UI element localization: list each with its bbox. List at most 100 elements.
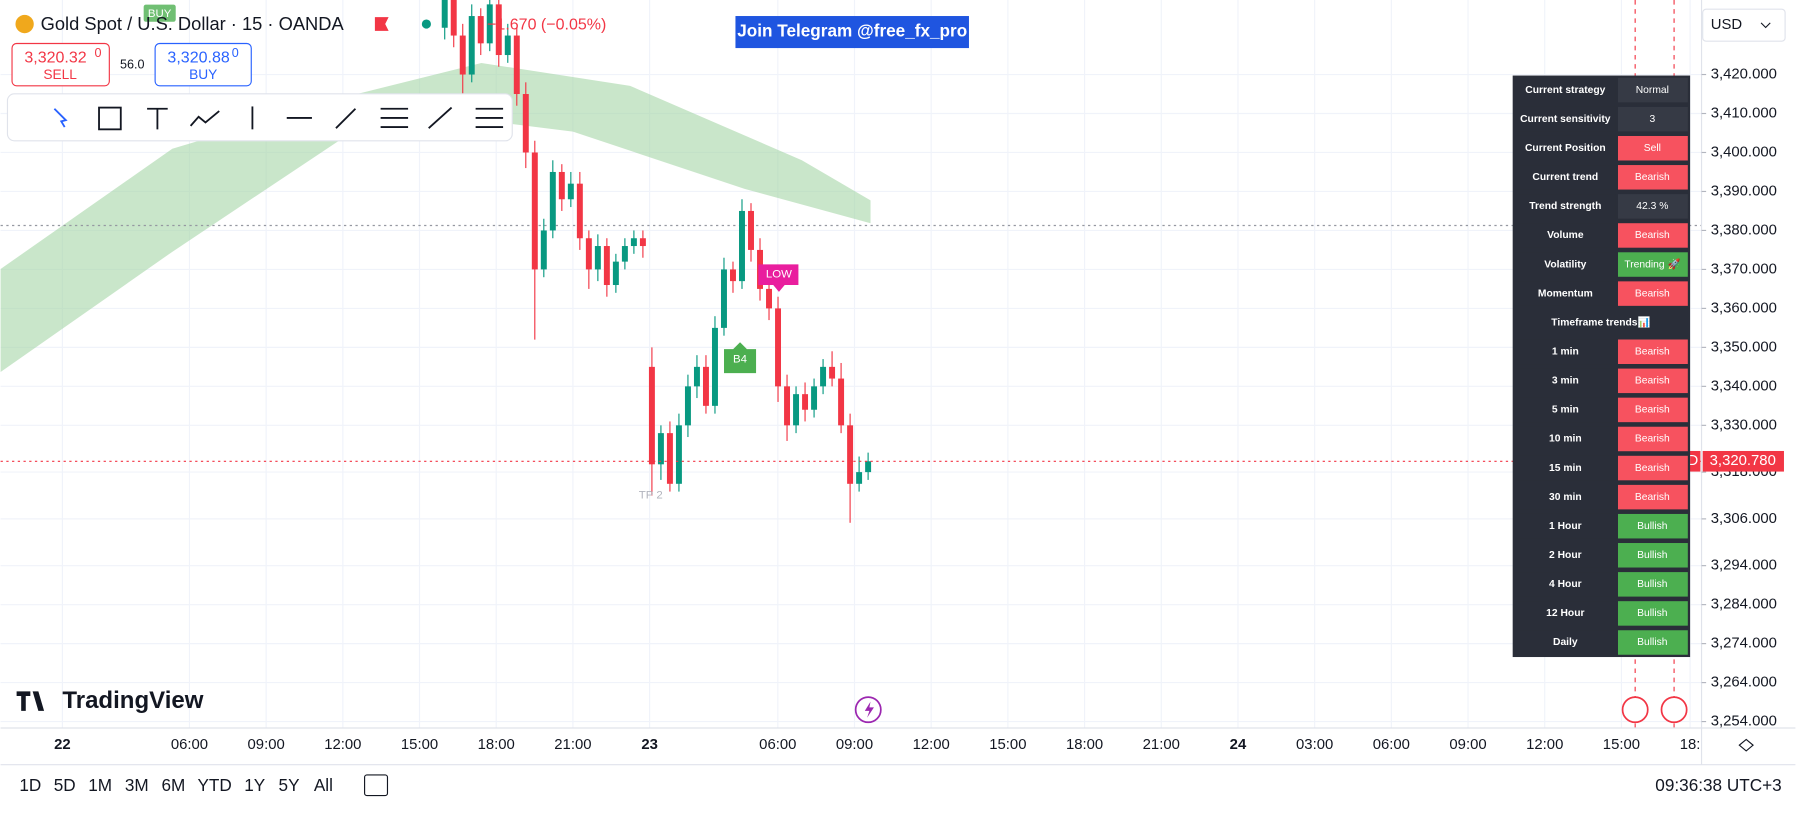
banner-bg — [735, 16, 969, 49]
table-label-cell — [1514, 368, 1616, 394]
x-tick-label: 06:00 — [1373, 737, 1410, 753]
table-value-cell — [1617, 106, 1688, 132]
y-tick-label: 3,294.000 — [1711, 558, 1777, 574]
table-label-cell — [1514, 601, 1616, 626]
x-tick-label: 09:00 — [836, 737, 873, 753]
table-label: 4 Hour — [1549, 579, 1582, 590]
pattern-tool[interactable] — [475, 107, 504, 128]
candle-body — [531, 152, 538, 270]
table-value-cell — [1617, 368, 1688, 394]
y-tick-label: 3,350.000 — [1711, 339, 1777, 355]
candle-body — [775, 308, 782, 387]
table-label: 1 min — [1552, 346, 1579, 357]
candle-body — [793, 394, 800, 426]
table-label-cell — [1514, 106, 1616, 132]
table-value-cell — [1617, 455, 1688, 481]
table-value-cell — [1617, 397, 1688, 423]
table-value-cell — [1617, 165, 1688, 190]
marker-bg — [758, 264, 799, 292]
buy-button[interactable] — [154, 42, 252, 87]
y-tick-label: 3,340.000 — [1711, 378, 1777, 394]
table-value: Sell — [1644, 143, 1661, 154]
table-label: 30 min — [1549, 492, 1582, 503]
table-label: 15 min — [1549, 463, 1582, 474]
candle-body — [721, 269, 727, 328]
table-value-cell — [1617, 484, 1688, 510]
range-button[interactable]: 1D — [19, 775, 41, 795]
x-tick-label: 21:00 — [1143, 737, 1180, 753]
range-button[interactable]: 3M — [125, 775, 149, 795]
banner[interactable]: Join Telegram @free_fx_pro — [737, 21, 967, 41]
table-label-cell — [1514, 165, 1616, 190]
y-tick-label: 3,400.000 — [1711, 144, 1777, 160]
candle-body — [486, 4, 493, 44]
candle-body — [459, 35, 466, 75]
sell-button[interactable] — [11, 42, 110, 87]
table-value-cell — [1617, 572, 1688, 597]
range-button[interactable]: 6M — [162, 775, 186, 795]
currency-select[interactable] — [1702, 8, 1786, 42]
cursor-tool[interactable] — [53, 108, 68, 128]
candle-body — [621, 246, 628, 262]
table-value: 42.3 % — [1636, 201, 1668, 212]
table-label-cell — [1514, 281, 1616, 306]
table-value: Bearish — [1635, 405, 1670, 416]
candle-body — [675, 425, 682, 484]
candle-body — [441, 0, 448, 28]
table-section: Timeframe trends📊 — [1551, 315, 1650, 328]
sell-price-sup: 0 — [94, 46, 101, 60]
candle-body — [856, 472, 863, 484]
range-button[interactable]: YTD — [197, 775, 231, 795]
range-button[interactable]: 1M — [88, 775, 112, 795]
us-flag[interactable] — [1621, 696, 1649, 724]
x-tick-label: 12:00 — [324, 737, 361, 753]
candle-body — [540, 230, 547, 270]
rect-tool[interactable] — [98, 106, 122, 131]
marker-bg — [724, 342, 757, 374]
path-tool[interactable] — [189, 110, 220, 127]
us-flag[interactable] — [1660, 696, 1688, 724]
candle-body — [784, 386, 791, 426]
x-tick-label: 21:00 — [554, 737, 591, 753]
range-button[interactable]: All — [314, 775, 333, 795]
y-tick-label: 3,410.000 — [1711, 105, 1777, 121]
range-button[interactable]: 5D — [54, 775, 76, 795]
table-value-cell — [1617, 513, 1688, 539]
marker: TP 2 — [639, 490, 663, 502]
table-bg — [1512, 75, 1691, 658]
candle-body — [811, 386, 818, 410]
table-value: Bullish — [1637, 608, 1668, 619]
buy-price: 3,320.88 — [167, 49, 229, 67]
candle-body — [639, 238, 646, 247]
settings-icon[interactable] — [1738, 738, 1754, 752]
candle-body — [847, 425, 854, 484]
table-label: 2 Hour — [1549, 550, 1582, 561]
table-label: Current sensitivity — [1520, 114, 1611, 125]
table-value-cell — [1617, 252, 1688, 277]
spread: 56.0 — [120, 58, 144, 72]
arrow-tool[interactable] — [335, 108, 357, 129]
range-button[interactable]: 5Y — [279, 775, 301, 795]
table-value: Bearish — [1635, 376, 1670, 387]
candle-body — [838, 378, 845, 426]
candle-body — [630, 238, 637, 247]
line-tool[interactable] — [428, 106, 453, 129]
candles — [441, 0, 872, 523]
lightning-icon[interactable] — [854, 696, 882, 724]
date-range-icon[interactable] — [364, 774, 389, 797]
table-value: Bearish — [1635, 288, 1670, 299]
text-tool[interactable] — [147, 107, 168, 130]
table-label-cell — [1514, 194, 1616, 219]
candle-body — [567, 183, 574, 200]
table-label-cell — [1514, 630, 1616, 655]
info-table: Current strategy Normal Current sensitivit… — [1512, 75, 1691, 658]
table-label: 1 Hour — [1549, 521, 1582, 532]
y-tick-label: 3,330.000 — [1711, 417, 1777, 433]
candle-body — [585, 238, 592, 270]
range-button[interactable]: 1Y — [244, 775, 266, 795]
x-tick-label: 22 — [54, 737, 71, 753]
fib-tool[interactable] — [380, 107, 409, 128]
table-value-cell — [1617, 77, 1688, 103]
y-tick-label: 3,360.000 — [1711, 300, 1777, 316]
